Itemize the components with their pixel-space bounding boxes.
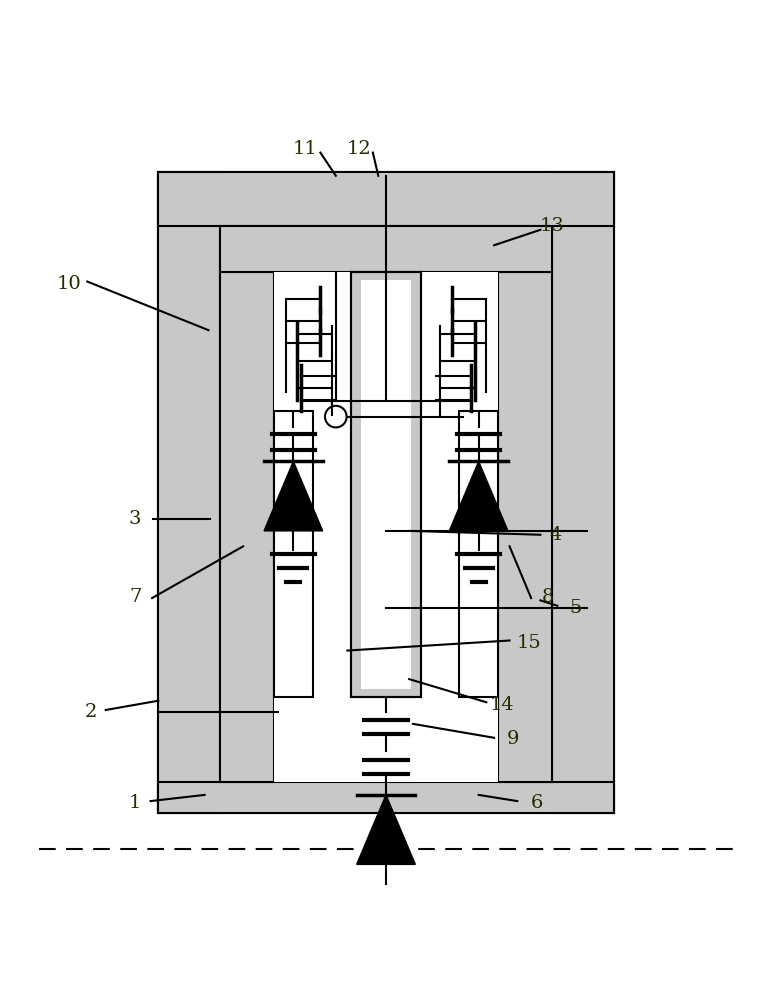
- Bar: [361, 280, 411, 689]
- Text: 14: 14: [489, 696, 514, 714]
- Text: 1: 1: [129, 794, 141, 812]
- Text: 11: 11: [293, 140, 317, 158]
- Text: 12: 12: [347, 140, 371, 158]
- Text: 5: 5: [569, 599, 581, 617]
- Bar: [552, 172, 614, 813]
- Bar: [274, 411, 313, 697]
- Bar: [220, 226, 552, 272]
- Text: 3: 3: [129, 510, 141, 528]
- Text: 4: 4: [550, 526, 562, 544]
- Text: 8: 8: [542, 587, 554, 605]
- Bar: [220, 272, 274, 782]
- Bar: [158, 782, 614, 813]
- Text: 10: 10: [57, 275, 82, 293]
- Bar: [274, 272, 498, 782]
- Text: 6: 6: [530, 794, 543, 812]
- Bar: [498, 272, 552, 782]
- Text: 2: 2: [85, 703, 97, 721]
- Polygon shape: [449, 461, 508, 531]
- Bar: [158, 172, 614, 813]
- Text: 15: 15: [516, 634, 541, 652]
- Text: 7: 7: [129, 587, 141, 605]
- Polygon shape: [357, 795, 415, 864]
- Bar: [351, 272, 421, 697]
- Bar: [158, 172, 220, 813]
- Bar: [459, 411, 498, 697]
- Polygon shape: [264, 461, 323, 531]
- Text: 9: 9: [507, 730, 520, 748]
- Bar: [158, 172, 614, 226]
- Text: 13: 13: [540, 217, 564, 235]
